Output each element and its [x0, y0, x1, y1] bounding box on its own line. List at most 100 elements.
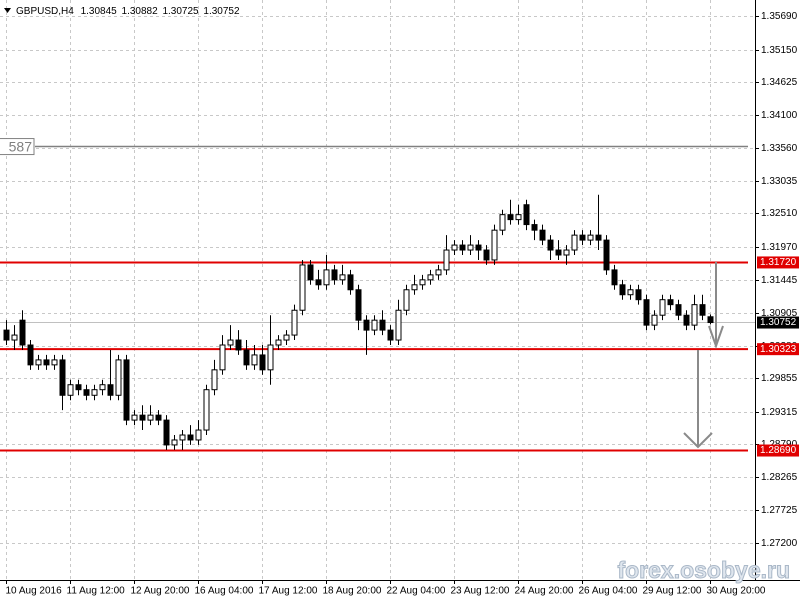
x-tick-label: 26 Aug 04:00 — [579, 586, 638, 597]
y-tick-label: 1.34100 — [761, 110, 798, 121]
candle-body — [587, 234, 594, 241]
candle-body — [427, 274, 434, 281]
candle-body — [395, 309, 402, 341]
current-price-label: 1.30752 — [760, 317, 797, 328]
candle-body — [163, 419, 170, 446]
candle-body — [467, 244, 474, 251]
candle-body — [523, 204, 530, 226]
candle-body — [635, 289, 642, 301]
candle-body — [43, 359, 50, 366]
candle-body — [19, 319, 26, 346]
candle-body — [27, 344, 34, 366]
candle-body — [267, 344, 274, 371]
candle-body — [651, 314, 658, 326]
candle-body — [531, 224, 538, 231]
candle-body — [139, 414, 146, 421]
candle-body — [699, 304, 706, 316]
candle-body — [507, 214, 514, 221]
candle-body — [339, 274, 346, 281]
level-label: 587 — [9, 138, 33, 154]
y-tick-label: 1.27200 — [761, 538, 798, 549]
candle-body — [75, 384, 82, 391]
candle-body — [595, 234, 602, 241]
candle-body — [451, 244, 458, 251]
candle-body — [627, 289, 634, 296]
y-tick-label: 1.34625 — [761, 77, 798, 88]
candle-body — [555, 249, 562, 256]
candle-body — [539, 229, 546, 241]
candle-body — [83, 389, 90, 396]
candle-body — [107, 384, 114, 396]
header-high: 1.30882 — [122, 6, 159, 17]
x-tick-label: 16 Aug 04:00 — [195, 586, 254, 597]
candle-body — [123, 359, 130, 421]
candle-body — [515, 214, 522, 221]
candle-body — [291, 309, 298, 336]
candle-body — [283, 334, 290, 341]
level-label-box — [757, 444, 799, 457]
candle-body — [683, 314, 690, 326]
candle-body — [171, 439, 178, 446]
y-tick-label: 1.33035 — [761, 176, 798, 187]
arrow-head — [683, 432, 713, 449]
x-tick-label: 22 Aug 04:00 — [387, 586, 446, 597]
candle-body — [483, 249, 490, 261]
symbol-menu-icon[interactable] — [4, 8, 11, 13]
x-tick-label: 24 Aug 20:00 — [515, 586, 574, 597]
candle-body — [235, 339, 242, 351]
candle-body — [667, 299, 674, 306]
candle-body — [299, 264, 306, 311]
candle-body — [91, 389, 98, 396]
candle-body — [363, 319, 370, 331]
candle-body — [475, 244, 482, 251]
candle-body — [131, 414, 138, 421]
current-price-box — [757, 316, 799, 329]
candle-body — [203, 389, 210, 431]
candle-layer — [3, 194, 714, 450]
candle-body — [347, 274, 354, 291]
level-label: 1.31720 — [760, 257, 797, 268]
symbol: GBPUSD,H4 — [16, 6, 74, 17]
candle-body — [155, 414, 162, 421]
candle-body — [691, 304, 698, 326]
candle-body — [3, 329, 10, 341]
candle-body — [603, 239, 610, 271]
candle-body — [371, 319, 378, 331]
y-tick-label: 1.32510 — [761, 208, 798, 219]
candle-body — [315, 279, 322, 286]
y-tick-label: 1.29855 — [761, 373, 798, 384]
chart-header: GBPUSD,H4 1.30845 1.30882 1.30725 1.3075… — [16, 6, 240, 17]
candle-body — [187, 434, 194, 441]
candle-body — [547, 239, 554, 251]
y-tick-label: 1.35690 — [761, 11, 798, 22]
candle-body — [59, 359, 66, 396]
candle-body — [499, 214, 506, 231]
candle-body — [35, 359, 42, 366]
candle-body — [243, 349, 250, 366]
axis-layer: 1.35690 1.35150 1.34625 1.34100 1.33560 1.330… — [0, 11, 799, 597]
candle-body — [179, 434, 186, 441]
candle-body — [251, 354, 258, 366]
level-label: 1.30323 — [760, 344, 797, 355]
candle-body — [307, 264, 314, 281]
grid-layer — [0, 0, 755, 580]
y-tick-label: 1.33560 — [761, 143, 798, 154]
candle-body — [211, 369, 218, 391]
candle-body — [323, 269, 330, 286]
x-tick-label: 11 Aug 12:00 — [67, 586, 126, 597]
candle-body — [611, 269, 618, 286]
level-label-box — [0, 138, 35, 156]
watermark: forex.osobye.ru — [617, 557, 790, 583]
candle-body — [707, 316, 714, 324]
candle-body — [563, 249, 570, 256]
candle-body — [659, 299, 666, 316]
candle-body — [147, 414, 154, 421]
header-close: 1.30752 — [203, 6, 240, 17]
x-tick-label: 23 Aug 12:00 — [451, 586, 510, 597]
candle-body — [227, 339, 234, 346]
candle-body — [387, 329, 394, 341]
candle-body — [379, 319, 386, 331]
candle-body — [411, 284, 418, 291]
